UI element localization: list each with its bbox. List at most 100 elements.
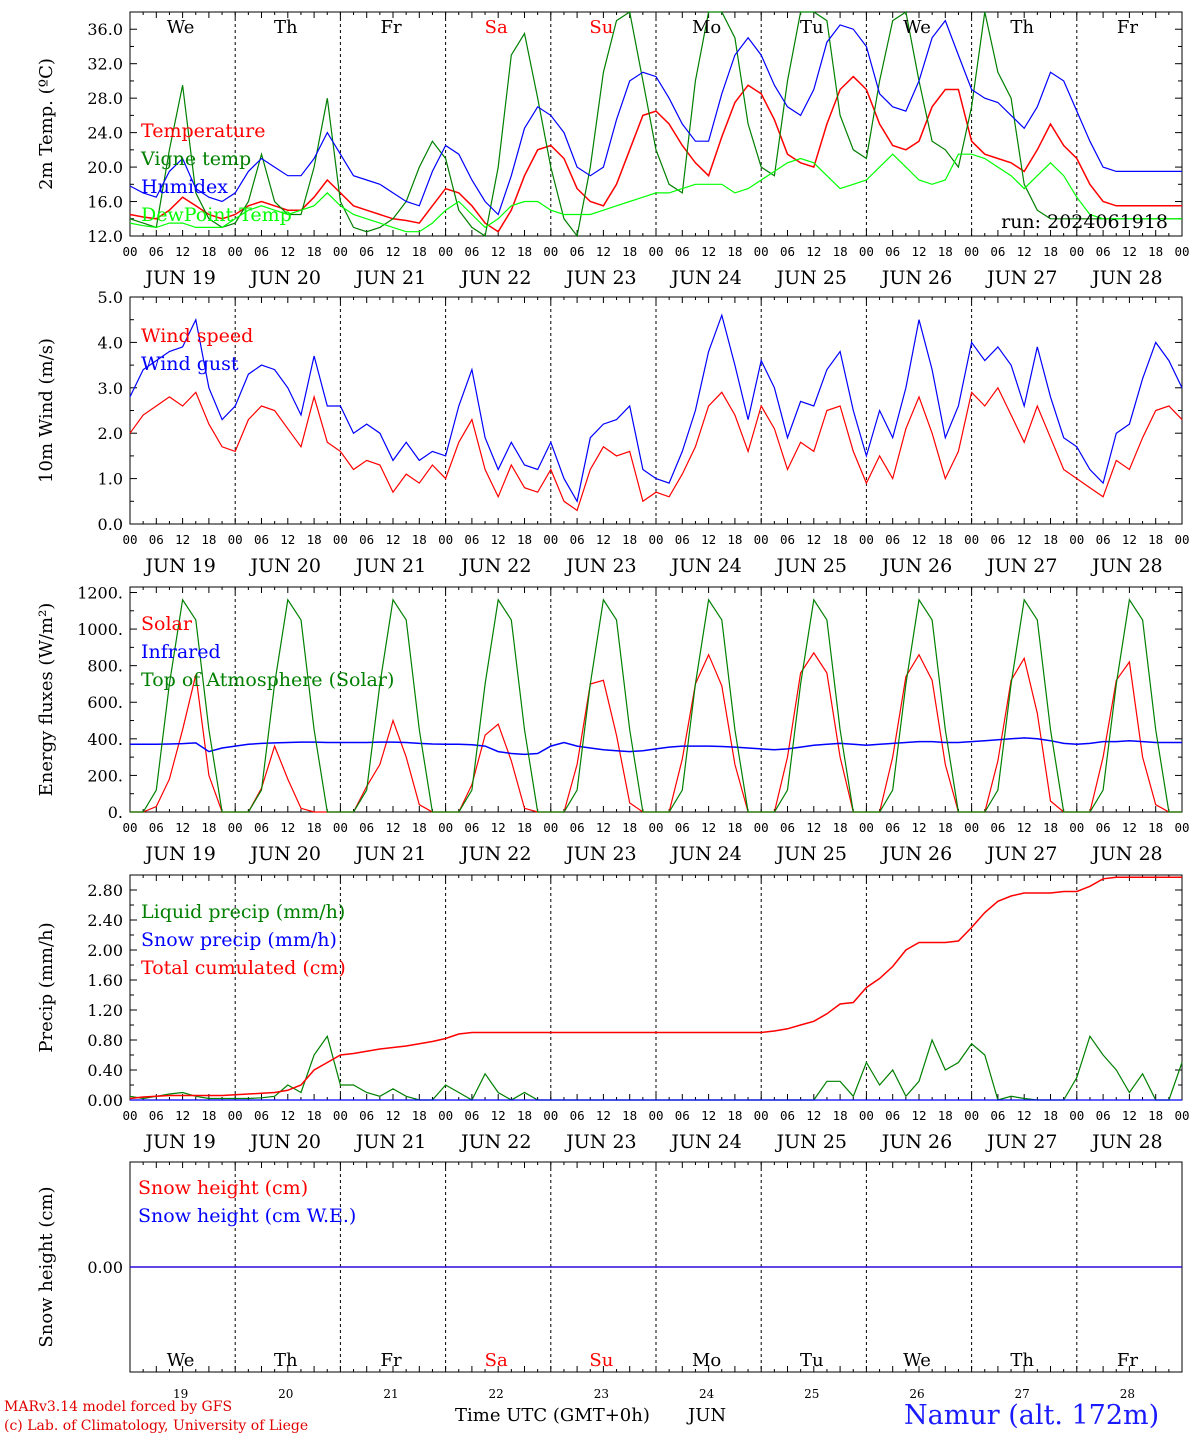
day-label: JUN 24 [669,1131,741,1153]
hour-tick-label: 00 [228,820,243,835]
series-line-wind-speed [129,386,1183,512]
hour-tick-label: 12 [280,532,295,547]
hour-tick-label: 06 [254,1108,269,1123]
day-label: JUN 20 [249,267,321,289]
hour-tick-label: 06 [570,820,585,835]
hour-tick-label: 12 [1122,1108,1137,1123]
hour-tick-label: 06 [780,244,795,259]
y-tick-label: 20.0 [87,158,123,177]
hour-tick-label: 18 [833,532,848,547]
hour-tick-label: 00 [1174,244,1189,259]
hour-tick-label: 06 [254,244,269,259]
hour-tick-label: 06 [885,1108,900,1123]
day-label: JUN 19 [143,843,215,865]
day-label: JUN 20 [249,555,321,577]
hour-tick-label: 06 [570,532,585,547]
y-tick-label: 1.60 [87,971,123,990]
hour-tick-label: 18 [938,532,953,547]
y-tick-label: 2.40 [87,911,123,930]
hour-tick-label: 18 [1043,1108,1058,1123]
hour-tick-label: 00 [438,244,453,259]
day-label: JUN 22 [459,843,531,865]
hour-tick-label: 18 [1043,532,1058,547]
hour-tick-label: 06 [1096,1108,1111,1123]
location-label: Namur (alt. 172m) [904,1400,1160,1431]
hour-tick-label: 12 [385,244,400,259]
hour-tick-label: 18 [1148,244,1163,259]
day-label: JUN 27 [985,1131,1057,1153]
hour-tick-label: 00 [964,244,979,259]
hour-tick-label: 06 [990,820,1005,835]
run-label: run: 2024061918 [1001,211,1168,233]
day-number-label: 26 [909,1387,924,1401]
y-tick-label: 5.0 [98,288,123,307]
series-line-dewpoint-temp [129,153,1182,233]
day-label: JUN 21 [354,555,426,577]
hour-tick-label: 18 [201,820,216,835]
hour-tick-label: 12 [911,532,926,547]
y-tick-label: 2.80 [87,881,123,900]
hour-tick-label: 12 [596,532,611,547]
hour-tick-label: 06 [990,244,1005,259]
hour-tick-label: 06 [359,1108,374,1123]
hour-tick-label: 18 [412,1108,427,1123]
legend-total-cumulated-cm-: Total cumulated (cm) [141,957,346,979]
legend-snow-height-cm-w-e-: Snow height (cm W.E.) [138,1205,356,1227]
hour-tick-label: 18 [622,820,637,835]
hour-tick-label: 00 [1174,532,1189,547]
hour-tick-label: 06 [359,532,374,547]
hour-tick-label: 18 [727,244,742,259]
hour-tick-label: 06 [464,244,479,259]
hour-tick-label: 06 [149,1108,164,1123]
hour-tick-label: 12 [491,244,506,259]
hour-tick-label: 18 [412,244,427,259]
y-tick-label: 0.80 [87,1031,123,1050]
hour-tick-label: 18 [307,820,322,835]
hour-tick-label: 12 [175,820,190,835]
weekday-label: Fr [380,1350,401,1371]
hour-tick-label: 00 [754,244,769,259]
hour-tick-label: 00 [333,820,348,835]
hour-tick-label: 00 [859,1108,874,1123]
hour-tick-label: 00 [333,244,348,259]
hour-tick-label: 12 [175,1108,190,1123]
day-label: JUN 22 [459,1131,531,1153]
y-axis-label: 2m Temp. (ºC) [36,58,57,190]
day-label: JUN 20 [249,843,321,865]
weekday-label: Th [274,1350,298,1371]
day-label: JUN 19 [143,1131,215,1153]
hour-tick-label: 18 [727,820,742,835]
hour-tick-label: 18 [938,1108,953,1123]
hour-tick-label: 18 [201,244,216,259]
hour-tick-label: 18 [201,1108,216,1123]
hour-tick-label: 00 [438,532,453,547]
hour-tick-label: 00 [438,820,453,835]
y-tick-label: 24.0 [87,124,123,143]
hour-tick-label: 18 [622,244,637,259]
day-label: JUN 23 [564,555,636,577]
weekday-label: Su [589,1350,613,1371]
day-number-label: 27 [1015,1387,1030,1401]
y-tick-label: 0.0 [98,515,123,534]
legend-wind-speed: Wind speed [141,325,253,347]
hour-tick-label: 06 [675,820,690,835]
hour-tick-label: 00 [648,244,663,259]
weekday-label: Tu [800,17,824,38]
day-label: JUN 21 [354,267,426,289]
hour-tick-label: 06 [675,532,690,547]
weekday-label: Mo [692,17,721,38]
y-tick-label: 3.0 [98,379,123,398]
hour-tick-label: 18 [833,1108,848,1123]
hour-tick-label: 18 [307,244,322,259]
hour-tick-label: 00 [1069,820,1084,835]
y-tick-label: 1000. [77,620,123,639]
hour-tick-label: 00 [859,820,874,835]
hour-tick-label: 06 [149,820,164,835]
x-axis-unit: JUN [688,1405,727,1426]
day-label: JUN 27 [985,267,1057,289]
hour-tick-label: 00 [122,244,137,259]
hour-tick-label: 18 [1148,532,1163,547]
day-label: JUN 19 [143,267,215,289]
day-label: JUN 20 [249,1131,321,1153]
hour-tick-label: 00 [964,820,979,835]
